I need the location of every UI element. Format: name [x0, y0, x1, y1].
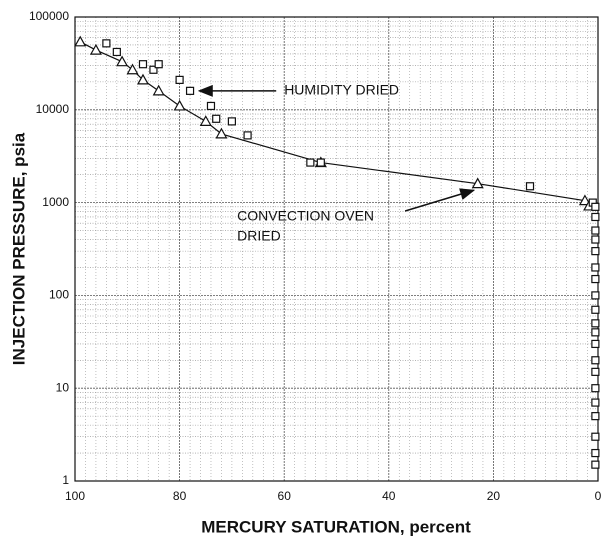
x-tick-label: 100 [65, 489, 85, 503]
y-tick-label: 1 [62, 473, 69, 487]
x-tick-label: 20 [487, 489, 501, 503]
annotation-arrow [404, 188, 476, 212]
square-marker [591, 263, 600, 272]
square-marker [175, 75, 184, 84]
square-marker [525, 182, 535, 191]
square-marker [591, 235, 600, 244]
triangle-marker [173, 99, 186, 111]
square-marker [591, 274, 600, 284]
y-tick-label: 10 [56, 380, 70, 394]
x-tick-label: 0 [595, 489, 602, 503]
triangle-marker [578, 194, 591, 206]
square-marker [591, 305, 600, 314]
y-axis-title: INJECTION PRESSURE, psia [9, 132, 28, 365]
y-tick-label: 100000 [29, 9, 69, 23]
square-marker [591, 448, 600, 458]
square-marker [112, 47, 121, 57]
square-marker [212, 114, 221, 123]
square-marker [591, 398, 600, 407]
square-marker [154, 60, 163, 69]
square-marker [591, 367, 600, 376]
triangle-marker [152, 84, 165, 96]
triangle-marker [136, 73, 150, 85]
square-marker [591, 384, 600, 393]
triangle-marker [74, 35, 87, 47]
square-marker [206, 101, 216, 111]
x-tick-label: 80 [173, 489, 187, 503]
square-marker [591, 328, 600, 337]
square-marker [306, 158, 315, 167]
x-tick-label: 40 [382, 489, 396, 503]
square-marker [591, 460, 600, 469]
triangle-marker [89, 43, 102, 55]
square-marker [243, 131, 252, 140]
y-tick-label: 100 [49, 288, 69, 302]
square-marker [227, 117, 236, 126]
triangle-marker [471, 177, 484, 189]
square-marker [185, 86, 195, 95]
square-marker [591, 212, 600, 222]
annotation-text: CONVECTION OVEN [237, 208, 374, 224]
square-marker [591, 356, 600, 365]
square-marker [591, 291, 600, 300]
square-marker [591, 432, 600, 441]
triangle-marker [116, 55, 129, 67]
square-marker [591, 339, 600, 349]
square-marker [591, 202, 600, 211]
x-tick-label: 60 [278, 489, 292, 503]
triangle-marker [199, 115, 212, 126]
square-marker [591, 412, 600, 421]
annotation-text: DRIED [237, 228, 281, 244]
square-marker [316, 158, 325, 167]
triangle-marker [215, 127, 228, 139]
square-marker [149, 65, 158, 74]
square-marker [591, 247, 600, 256]
y-tick-label: 1000 [42, 195, 69, 209]
y-tick-label: 10000 [36, 102, 70, 116]
square-marker [591, 226, 600, 235]
triangle-marker [126, 63, 139, 75]
x-axis-title: MERCURY SATURATION, percent [201, 517, 471, 536]
square-marker [138, 60, 148, 69]
square-marker [102, 39, 111, 48]
annotation-text: HUMIDITY DRIED [284, 82, 399, 98]
square-marker [591, 319, 600, 328]
